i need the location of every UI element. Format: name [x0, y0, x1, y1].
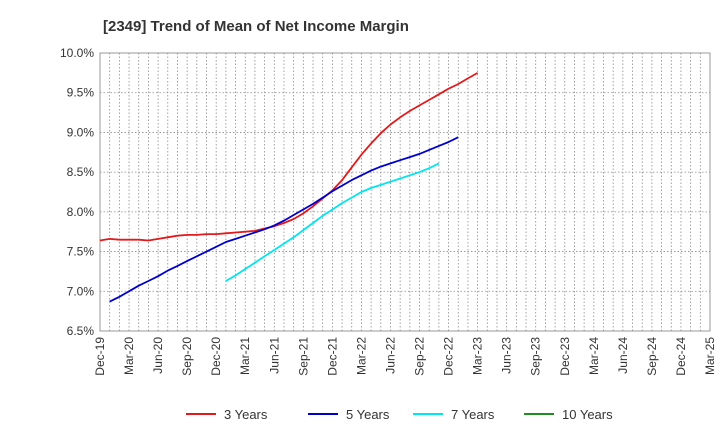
y-tick-label: 9.0% — [67, 125, 95, 139]
x-tick-label: Dec-19 — [93, 337, 107, 376]
x-tick-label: Dec-23 — [558, 337, 572, 376]
y-tick-label: 7.0% — [67, 284, 95, 298]
x-tick-label: Dec-20 — [209, 337, 223, 376]
series-line-2 — [109, 136, 459, 303]
series-layer — [99, 72, 479, 303]
x-tick-label: Sep-24 — [645, 337, 659, 376]
series-line-3 — [225, 162, 440, 282]
axis-layer: 6.5% 7.0% 7.5% 8.0% 8.5% 9.0% 9.5% 10.0% Dec-19 M… — [60, 46, 717, 376]
legend-label: 10 Years — [562, 407, 613, 422]
x-tick-label: Mar-24 — [587, 337, 601, 375]
x-tick-label: Jun-24 — [616, 337, 630, 374]
x-tick-label: Jun-22 — [383, 337, 397, 374]
x-tick-label: Dec-24 — [674, 337, 688, 376]
legend: 3 Years 5 Years 7 Years 10 Years — [186, 407, 613, 422]
y-tick-label: 8.0% — [67, 205, 95, 219]
series-line-1 — [99, 72, 479, 242]
grid-layer — [99, 52, 711, 332]
x-tick-label: Jun-21 — [267, 337, 281, 374]
x-tick-label: Sep-22 — [413, 337, 427, 376]
x-tick-label: Mar-21 — [238, 337, 252, 375]
plot-area — [99, 52, 711, 332]
x-tick-label: Jun-23 — [500, 337, 514, 374]
y-tick-label: 7.5% — [67, 245, 95, 259]
chart-title: [2349] Trend of Mean of Net Income Margi… — [103, 18, 409, 35]
legend-label: 7 Years — [451, 407, 495, 422]
legend-label: 5 Years — [346, 407, 390, 422]
x-tick-label: Sep-21 — [296, 337, 310, 376]
y-tick-label: 8.5% — [67, 165, 95, 179]
y-tick-label: 6.5% — [67, 324, 95, 338]
x-tick-label: Mar-23 — [471, 337, 485, 375]
x-tick-label: Mar-22 — [354, 337, 368, 375]
x-tick-label: Sep-20 — [180, 337, 194, 376]
legend-label: 3 Years — [224, 407, 268, 422]
y-tick-label: 9.5% — [67, 86, 95, 100]
x-tick-label: Mar-20 — [122, 337, 136, 375]
x-tick-label: Dec-21 — [325, 337, 339, 376]
x-tick-label: Sep-23 — [529, 337, 543, 376]
x-tick-label: Mar-25 — [703, 337, 717, 375]
y-tick-label: 10.0% — [60, 46, 94, 60]
x-tick-label: Jun-20 — [151, 337, 165, 374]
x-tick-label: Dec-22 — [442, 337, 456, 376]
